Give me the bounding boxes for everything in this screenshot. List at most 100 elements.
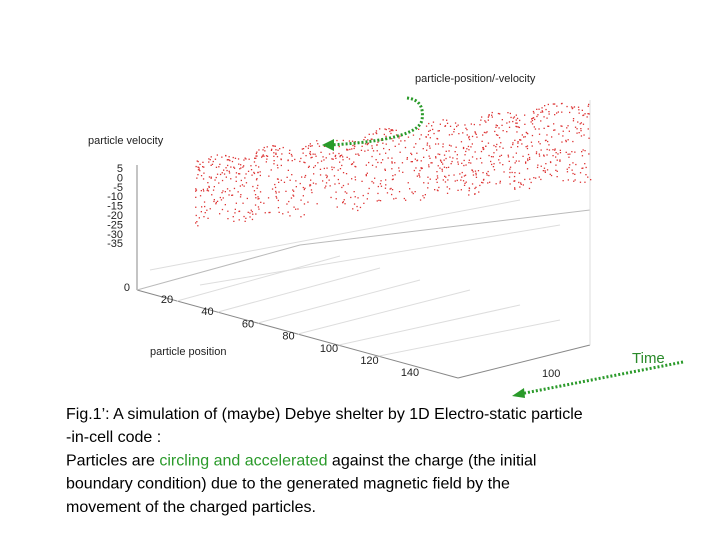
dot: [539, 143, 541, 145]
dot: [491, 114, 493, 116]
dot: [254, 194, 257, 196]
dot: [232, 156, 234, 159]
dot: [275, 152, 277, 154]
dot: [447, 166, 450, 168]
dot: [474, 151, 476, 153]
dot: [238, 173, 240, 175]
dot: [432, 128, 434, 131]
dot: [477, 170, 480, 172]
dot: [244, 157, 246, 159]
dot: [429, 178, 431, 180]
dot: [482, 147, 484, 149]
dot: [199, 163, 201, 165]
dot: [214, 158, 217, 160]
dot: [514, 172, 516, 174]
dot: [252, 185, 254, 188]
dot: [547, 103, 549, 106]
dot: [486, 172, 488, 175]
dot: [273, 155, 275, 157]
dot: [233, 167, 236, 169]
dot: [420, 167, 423, 170]
dot: [275, 192, 277, 194]
dot: [493, 163, 495, 165]
dot: [384, 187, 387, 189]
dot: [492, 156, 494, 158]
dot: [520, 182, 522, 184]
dot: [486, 131, 488, 133]
dot: [295, 180, 297, 182]
dot: [209, 208, 211, 210]
y-tick-label: -15: [107, 201, 123, 213]
dot: [280, 158, 282, 161]
dot: [515, 160, 517, 162]
dot: [325, 174, 327, 176]
dot: [272, 145, 274, 147]
dot: [562, 135, 564, 137]
dot: [398, 143, 400, 145]
dot: [524, 178, 526, 181]
dot: [566, 127, 568, 129]
dot: [577, 106, 580, 108]
dot: [532, 117, 535, 119]
dot: [266, 146, 268, 148]
dot: [418, 128, 420, 130]
dot: [366, 172, 368, 174]
dot: [488, 154, 490, 157]
dot: [574, 173, 576, 175]
dot: [427, 187, 429, 189]
dot: [436, 189, 439, 191]
dot: [506, 131, 508, 133]
dot: [515, 122, 517, 124]
dot: [516, 131, 518, 133]
dot: [581, 109, 583, 111]
dot: [326, 167, 328, 169]
dot: [548, 111, 550, 113]
dot: [247, 170, 250, 172]
dot: [437, 130, 439, 132]
dot: [202, 161, 204, 163]
dot: [446, 192, 449, 194]
dot: [588, 113, 590, 115]
dot: [276, 156, 279, 158]
caption-text: Fig.1’: A simulation of (maybe) Debye sh…: [66, 406, 583, 423]
dot: [268, 175, 270, 177]
dot: [250, 165, 252, 167]
dot: [215, 201, 217, 204]
dot: [400, 140, 402, 142]
dot: [540, 111, 542, 113]
dot: [215, 176, 217, 179]
dot: [509, 171, 511, 174]
dot: [279, 148, 281, 150]
dot: [540, 178, 542, 181]
dot: [310, 145, 312, 147]
dot: [228, 156, 230, 158]
dot: [256, 151, 258, 153]
dot: [245, 173, 247, 175]
dot: [317, 143, 319, 145]
dot: [454, 151, 456, 153]
dot: [466, 134, 468, 136]
dot: [200, 211, 202, 213]
dot: [302, 186, 304, 189]
dot: [582, 123, 585, 125]
dot: [413, 169, 415, 172]
dot: [411, 191, 413, 193]
dot: [464, 174, 467, 176]
dot: [275, 153, 277, 155]
dot: [200, 175, 203, 177]
dot: [410, 161, 412, 163]
dot: [468, 187, 471, 190]
dot: [195, 189, 198, 191]
dot: [385, 135, 387, 137]
dot: [346, 148, 348, 150]
dot: [235, 176, 237, 178]
dot: [549, 161, 552, 163]
dot: [418, 174, 420, 176]
dot: [223, 173, 226, 175]
dot: [547, 125, 549, 127]
dot: [288, 152, 291, 154]
dot: [555, 169, 557, 171]
dot: [331, 168, 333, 171]
dot: [202, 178, 205, 180]
dot: [542, 111, 544, 113]
